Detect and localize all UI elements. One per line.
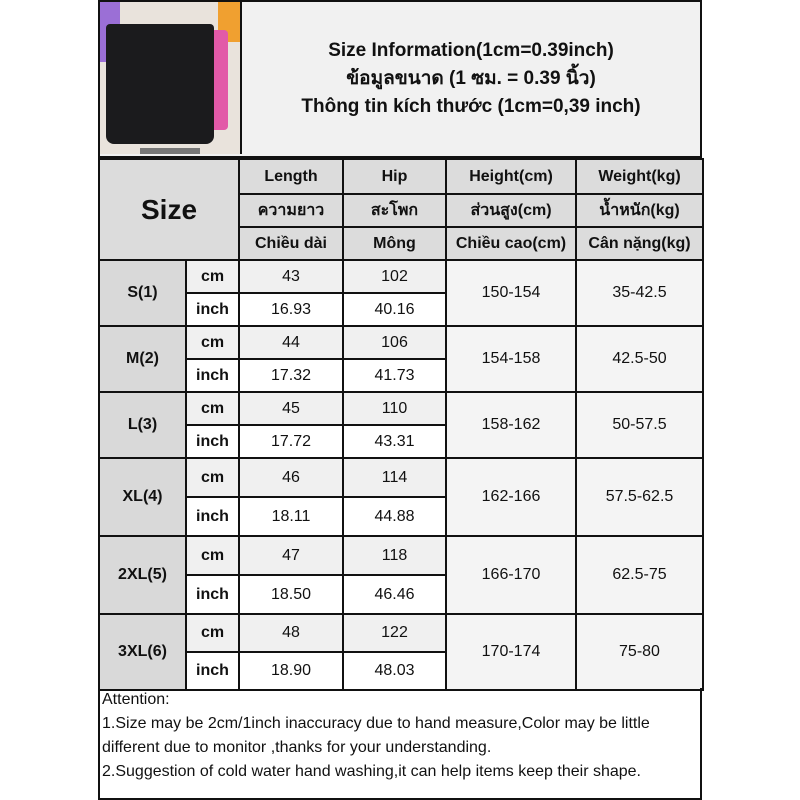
hip-inch: 40.16 xyxy=(342,292,447,327)
title-english: Size Information(1cm=0.39inch) xyxy=(328,40,614,61)
attention-note: Attention: 1.Size may be 2cm/1inch inacc… xyxy=(98,688,702,800)
height-range: 166-170 xyxy=(445,535,577,615)
column-header-th: ส่วนสูง(cm) xyxy=(445,193,577,228)
column-header-th: น้ำหนัก(kg) xyxy=(575,193,704,228)
size-label: S(1) xyxy=(98,259,187,327)
column-header-en: Height(cm) xyxy=(445,158,577,195)
hip-cm: 110 xyxy=(342,391,447,426)
length-cm: 48 xyxy=(238,613,344,653)
unit-cm: cm xyxy=(185,325,240,360)
height-range: 162-166 xyxy=(445,457,577,537)
column-header-th: สะโพก xyxy=(342,193,447,228)
size-label: 2XL(5) xyxy=(98,535,187,615)
height-range: 170-174 xyxy=(445,613,577,691)
hip-cm: 106 xyxy=(342,325,447,360)
column-header-en: Length xyxy=(238,158,344,195)
column-header-vi: Chiều dài xyxy=(238,226,344,261)
weight-range: 57.5-62.5 xyxy=(575,457,704,537)
product-photo xyxy=(100,2,242,154)
hip-inch: 41.73 xyxy=(342,358,447,393)
height-range: 158-162 xyxy=(445,391,577,459)
hip-cm: 114 xyxy=(342,457,447,498)
weight-range: 35-42.5 xyxy=(575,259,704,327)
column-header-en: Hip xyxy=(342,158,447,195)
hip-cm: 102 xyxy=(342,259,447,294)
column-header-vi: Mông xyxy=(342,226,447,261)
unit-inch: inch xyxy=(185,424,240,459)
hip-inch: 43.31 xyxy=(342,424,447,459)
header-box: Size Information(1cm=0.39inch) ข้อมูลขนา… xyxy=(98,0,702,158)
attention-title: Attention: xyxy=(102,691,170,708)
column-header-th: ความยาว xyxy=(238,193,344,228)
column-header-en: Weight(kg) xyxy=(575,158,704,195)
length-inch: 16.93 xyxy=(238,292,344,327)
weight-range: 62.5-75 xyxy=(575,535,704,615)
hip-inch: 44.88 xyxy=(342,496,447,537)
hip-cm: 122 xyxy=(342,613,447,653)
unit-cm: cm xyxy=(185,457,240,498)
length-inch: 17.72 xyxy=(238,424,344,459)
title-vietnamese: Thông tin kích thước (1cm=0,39 inch) xyxy=(301,96,641,117)
unit-inch: inch xyxy=(185,358,240,393)
hip-inch: 46.46 xyxy=(342,574,447,615)
unit-cm: cm xyxy=(185,391,240,426)
unit-inch: inch xyxy=(185,496,240,537)
size-label: 3XL(6) xyxy=(98,613,187,691)
column-header-vi: Cân nặng(kg) xyxy=(575,226,704,261)
unit-inch: inch xyxy=(185,651,240,691)
weight-range: 50-57.5 xyxy=(575,391,704,459)
size-label: L(3) xyxy=(98,391,187,459)
attention-line-2: 2.Suggestion of cold water hand washing,… xyxy=(102,763,641,780)
length-cm: 44 xyxy=(238,325,344,360)
size-label: M(2) xyxy=(98,325,187,393)
title-thai: ข้อมูลขนาด (1 ซม. = 0.39 นิ้ว) xyxy=(346,68,596,89)
size-header: Size xyxy=(98,158,240,261)
column-header-vi: Chiều cao(cm) xyxy=(445,226,577,261)
hip-cm: 118 xyxy=(342,535,447,576)
weight-range: 42.5-50 xyxy=(575,325,704,393)
attention-line-1: 1.Size may be 2cm/1inch inaccuracy due t… xyxy=(102,715,650,756)
size-label: XL(4) xyxy=(98,457,187,537)
height-range: 150-154 xyxy=(445,259,577,327)
length-inch: 18.11 xyxy=(238,496,344,537)
length-inch: 17.32 xyxy=(238,358,344,393)
length-inch: 18.90 xyxy=(238,651,344,691)
unit-inch: inch xyxy=(185,292,240,327)
hip-inch: 48.03 xyxy=(342,651,447,691)
weight-range: 75-80 xyxy=(575,613,704,691)
unit-cm: cm xyxy=(185,613,240,653)
height-range: 154-158 xyxy=(445,325,577,393)
length-cm: 47 xyxy=(238,535,344,576)
length-cm: 46 xyxy=(238,457,344,498)
unit-cm: cm xyxy=(185,259,240,294)
unit-inch: inch xyxy=(185,574,240,615)
unit-cm: cm xyxy=(185,535,240,576)
length-inch: 18.50 xyxy=(238,574,344,615)
length-cm: 45 xyxy=(238,391,344,426)
size-table: Size Length Hip Height(cm) Weight(kg) ความยาว… xyxy=(98,158,704,691)
length-cm: 43 xyxy=(238,259,344,294)
